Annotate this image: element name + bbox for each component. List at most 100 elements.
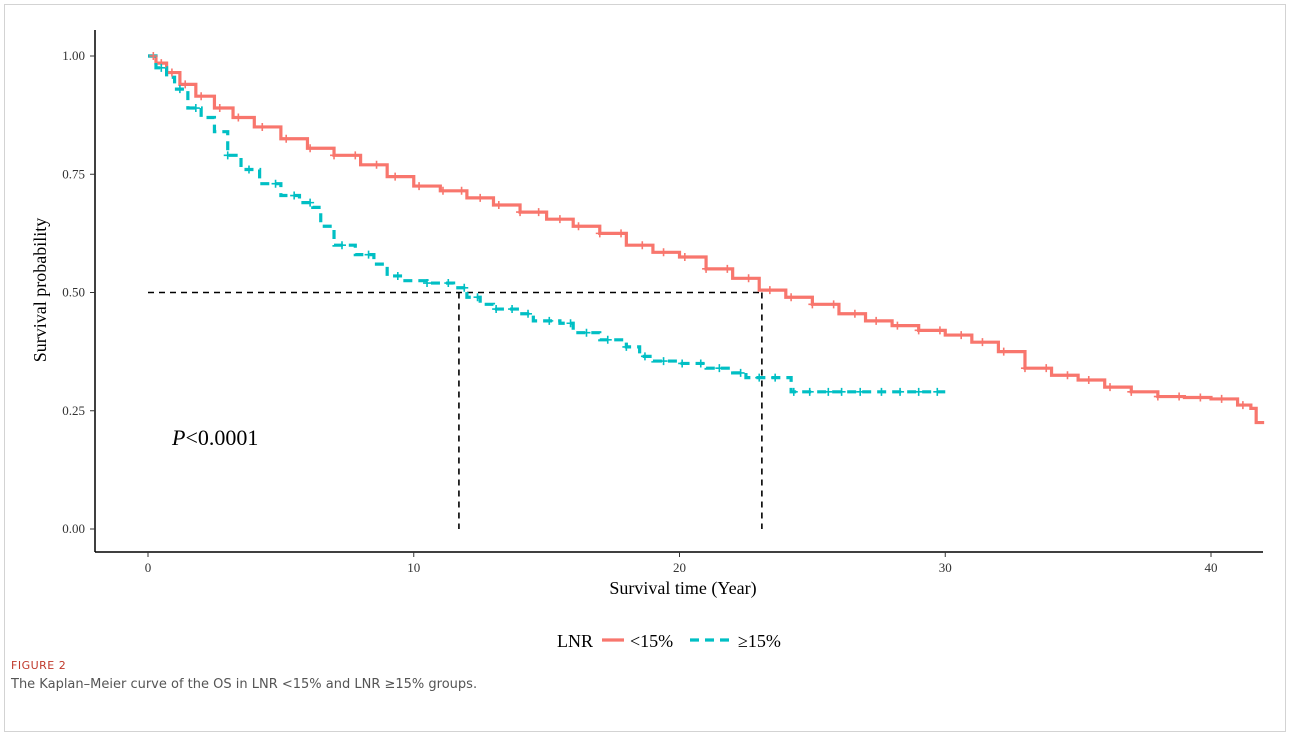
censor-mark <box>978 338 987 347</box>
censor-mark <box>702 264 711 273</box>
censor-mark <box>617 229 626 238</box>
censor-mark <box>914 387 923 396</box>
censor-mark <box>444 279 453 288</box>
censor-mark <box>215 104 224 113</box>
censor-mark <box>306 198 315 207</box>
censor-mark <box>223 151 232 160</box>
censor-mark <box>765 286 774 295</box>
censor-mark <box>330 151 339 160</box>
censor-mark <box>850 309 859 318</box>
x-tick-label: 40 <box>1205 560 1218 575</box>
censor-mark <box>837 387 846 396</box>
censor-mark <box>457 186 466 195</box>
x-tick-label: 0 <box>145 560 152 575</box>
censor-mark <box>933 387 942 396</box>
censor-mark <box>545 316 554 325</box>
censor-marks <box>149 52 1247 410</box>
censor-mark <box>1175 392 1184 401</box>
y-tick-label: 0.75 <box>62 166 85 181</box>
censor-mark <box>696 359 705 368</box>
censor-mark <box>364 250 373 259</box>
censor-mark <box>1020 364 1029 373</box>
censor-mark <box>337 241 346 250</box>
figure-label: FIGURE 2 <box>11 659 67 672</box>
censor-mark <box>744 274 753 283</box>
censor-mark <box>460 283 469 292</box>
censor-mark <box>167 68 176 77</box>
censor-mark <box>157 63 166 72</box>
km-chart: 0.00 0.25 0.50 0.75 1.00 0 10 20 30 40 Survival … <box>30 30 1265 651</box>
censor-mark <box>1084 376 1093 385</box>
censor-mark <box>290 191 299 200</box>
censor-mark <box>805 387 814 396</box>
censor-mark <box>1063 371 1072 380</box>
censor-mark <box>1042 364 1051 373</box>
censor-mark <box>723 264 732 273</box>
censor-mark <box>566 319 575 328</box>
censor-mark <box>872 316 881 325</box>
censor-mark <box>438 186 447 195</box>
figure-frame <box>4 4 1286 732</box>
censor-mark <box>197 92 206 101</box>
censor-mark <box>638 241 647 250</box>
censor-mark <box>999 347 1008 356</box>
legend-label-lt15: <15% <box>630 631 673 651</box>
censor-mark <box>603 335 612 344</box>
censor-mark <box>423 279 432 288</box>
censor-mark <box>856 387 865 396</box>
axes <box>94 30 1263 553</box>
y-tick-label: 0.00 <box>62 521 85 536</box>
censor-mark <box>1238 401 1247 410</box>
survival-curve-lt15 <box>148 54 1265 425</box>
p-value-annotation: P<0.0001 <box>171 425 258 450</box>
legend-title: LNR <box>557 631 593 651</box>
y-ticks: 0.00 0.25 0.50 0.75 1.00 <box>62 48 95 536</box>
censor-mark <box>771 373 780 382</box>
censor-mark <box>1196 393 1205 402</box>
censor-mark <box>1106 383 1115 392</box>
median-lines <box>148 291 763 529</box>
censor-mark <box>678 359 687 368</box>
censor-mark <box>351 151 360 160</box>
censor-mark <box>1153 392 1162 401</box>
legend: LNR <15% ≥15% <box>557 631 781 651</box>
censor-mark <box>393 271 402 280</box>
censor-mark <box>1127 387 1136 396</box>
censor-mark <box>808 300 817 309</box>
survival-curves <box>148 54 1265 425</box>
censor-mark <box>715 364 724 373</box>
x-tick-label: 30 <box>939 560 952 575</box>
censor-mark <box>659 357 668 366</box>
p-value-symbol: P <box>171 425 185 450</box>
censor-mark <box>1217 394 1226 403</box>
p-value-text: <0.0001 <box>185 425 258 450</box>
censor-mark <box>680 253 689 262</box>
censor-mark <box>736 368 745 377</box>
figure-caption: The Kaplan–Meier curve of the OS in LNR … <box>11 677 478 692</box>
x-axis-title: Survival time (Year) <box>609 578 756 599</box>
censor-mark <box>476 193 485 202</box>
y-tick-label: 0.50 <box>62 285 85 300</box>
censor-mark <box>494 200 503 209</box>
censor-mark <box>191 104 200 113</box>
censor-mark <box>957 331 966 340</box>
survival-curve-ge15 <box>148 54 946 394</box>
censor-mark <box>415 182 424 191</box>
censor-mark <box>893 321 902 330</box>
censor-mark <box>877 387 886 396</box>
censor-mark <box>524 309 533 318</box>
censor-mark <box>755 373 764 382</box>
x-tick-label: 10 <box>407 560 420 575</box>
censor-mark <box>149 52 158 60</box>
censor-mark <box>282 134 291 143</box>
censor-mark <box>372 160 381 169</box>
censor-mark <box>789 387 798 396</box>
censor-mark <box>914 326 923 335</box>
x-ticks: 0 10 20 30 40 <box>145 552 1218 575</box>
censor-mark <box>258 122 267 131</box>
censor-mark <box>824 387 833 396</box>
censor-mark <box>508 305 517 314</box>
censor-mark <box>659 248 668 257</box>
legend-label-ge15: ≥15% <box>738 631 781 651</box>
censor-mark <box>896 387 905 396</box>
